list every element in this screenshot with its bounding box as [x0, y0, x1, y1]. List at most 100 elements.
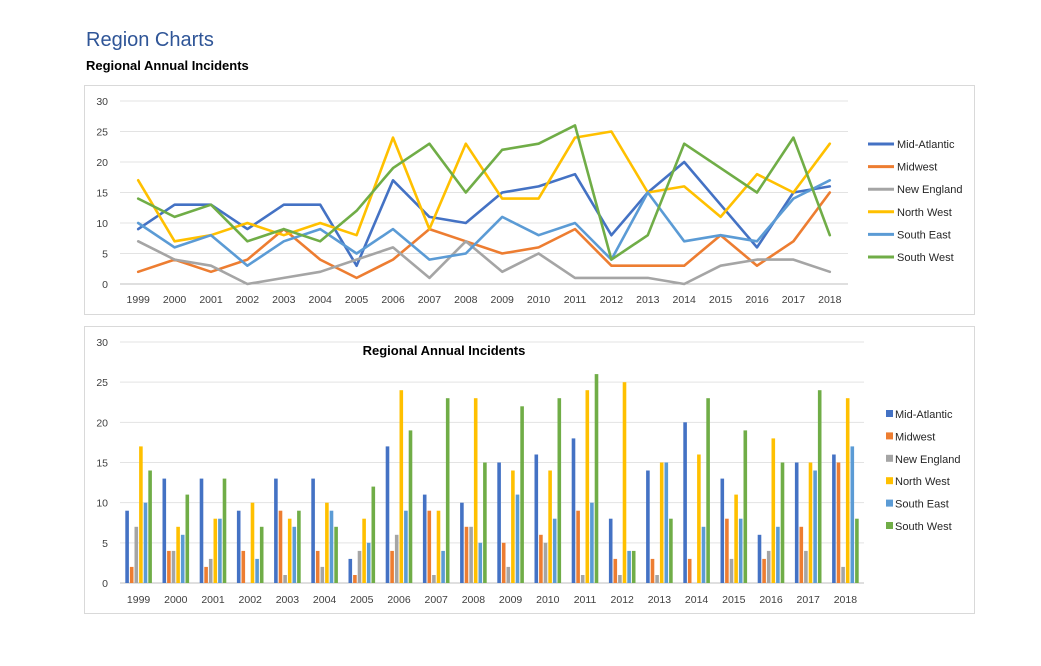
bar-mid-atlantic [422, 494, 427, 583]
bar-south-west [631, 550, 636, 583]
bar-mid-atlantic [162, 478, 167, 583]
bar-mid-atlantic [311, 478, 315, 583]
bar-new-england [804, 550, 808, 583]
bar-north-west [548, 470, 552, 583]
bar-south-east [143, 502, 148, 583]
bar-south-west [483, 462, 487, 583]
bar-south-west [780, 462, 785, 583]
bar-south-west [148, 470, 152, 583]
legend-swatch-south-east [886, 499, 893, 507]
bar-mid-atlantic [571, 438, 576, 583]
bar-south-east [738, 518, 743, 583]
bar-chart-panel: 0 5 10 15 20 25 30 1999 2000 2001 2002 2003 2004 2005… [84, 326, 975, 614]
x-tick-label: 2007 [425, 594, 449, 606]
bar-midwest [762, 558, 766, 583]
x-tick-label: 2001 [199, 294, 223, 306]
bar-south-west [855, 518, 859, 583]
legend-label-midwest: Midwest [895, 431, 935, 443]
x-tick-label: 2012 [611, 594, 635, 606]
x-tick-label: 2013 [648, 594, 672, 606]
y-tick-label: 5 [102, 249, 108, 261]
series-line-south-west [136, 124, 832, 261]
bar-new-england [506, 566, 511, 583]
bar-midwest [167, 550, 171, 583]
bar-south-west [297, 510, 301, 583]
bar-mid-atlantic [199, 478, 204, 583]
bar-mid-atlantic [348, 558, 353, 583]
bar-south-west [408, 430, 413, 583]
bar-new-england [208, 558, 213, 583]
bar-north-west [139, 446, 143, 583]
bar-north-west [511, 470, 515, 583]
x-tick-label: 2005 [350, 594, 374, 606]
bar-midwest [390, 550, 394, 583]
x-tick-label: 2004 [313, 594, 337, 606]
x-tick-label: 2017 [797, 594, 821, 606]
bar-north-west [808, 462, 813, 583]
bar-south-east [255, 558, 259, 583]
legend-label-new-england: New England [895, 454, 960, 466]
x-tick-label: 2006 [387, 594, 411, 606]
x-tick-label: 2003 [272, 294, 296, 306]
x-tick-label: 2001 [201, 594, 225, 606]
x-tick-label: 2013 [636, 294, 660, 306]
x-tick-label: 2010 [536, 594, 560, 606]
bar-south-west [817, 390, 822, 583]
bar-north-west [659, 462, 664, 583]
bar-south-east [329, 510, 334, 583]
bar-north-west [771, 438, 776, 583]
legend-label-midwest: Midwest [897, 162, 937, 174]
x-tick-label: 2015 [709, 294, 733, 306]
y-tick-label: 25 [96, 127, 108, 139]
bar-mid-atlantic [757, 534, 762, 583]
y-tick-label: 5 [102, 538, 108, 550]
y-tick-label: 10 [96, 218, 108, 230]
bar-new-england [394, 534, 399, 583]
bar-mid-atlantic [497, 462, 501, 583]
x-tick-label: 2006 [381, 294, 405, 306]
bar-mid-atlantic [274, 478, 278, 583]
bar-north-west [697, 454, 701, 583]
bar-south-east [478, 542, 483, 583]
x-tick-label: 2004 [309, 294, 333, 306]
bar-north-west [362, 518, 366, 583]
series-line-mid-atlantic [136, 160, 832, 267]
bar-south-west [445, 398, 450, 583]
legend-label-north-west: North West [897, 207, 952, 219]
bar-midwest [241, 550, 246, 583]
bar-south-west [743, 430, 748, 583]
bar-midwest [353, 575, 357, 583]
bar-mid-atlantic [832, 454, 836, 583]
bar-new-england [841, 566, 845, 583]
bar-south-east [515, 494, 520, 583]
series-line-south-east [136, 179, 832, 267]
bar-midwest [427, 510, 432, 583]
x-tick-label: 2000 [163, 294, 187, 306]
y-tick-label: 30 [96, 96, 108, 108]
bar-south-east [366, 542, 371, 583]
bar-midwest [501, 542, 506, 583]
bar-south-east [850, 446, 855, 583]
series-line-midwest [136, 191, 832, 280]
bar-north-west [287, 518, 292, 583]
x-tick-label: 2002 [236, 294, 260, 306]
bar-south-east [180, 534, 185, 583]
line-chart: 0 5 10 15 20 25 30 1999 2000 2001 2002 2003 2004 2005… [96, 96, 962, 306]
bar-south-west [594, 374, 599, 583]
bar-north-west [734, 494, 738, 583]
bar-midwest [576, 510, 580, 583]
bar-new-england [729, 558, 734, 583]
bar-new-england [320, 566, 325, 583]
page-title: Region Charts [86, 29, 214, 51]
bar-south-east [664, 462, 669, 583]
bar-midwest [725, 518, 729, 583]
legend-label-mid-atlantic: Mid-Atlantic [895, 409, 953, 421]
bar-mid-atlantic [794, 462, 799, 583]
y-tick-label: 15 [96, 188, 108, 200]
bar-midwest [464, 526, 469, 583]
x-tick-label: 2000 [164, 594, 188, 606]
y-tick-label: 25 [96, 377, 108, 389]
bar-south-west [371, 486, 376, 583]
x-tick-label: 2014 [685, 594, 709, 606]
legend-swatch-midwest [886, 432, 893, 440]
